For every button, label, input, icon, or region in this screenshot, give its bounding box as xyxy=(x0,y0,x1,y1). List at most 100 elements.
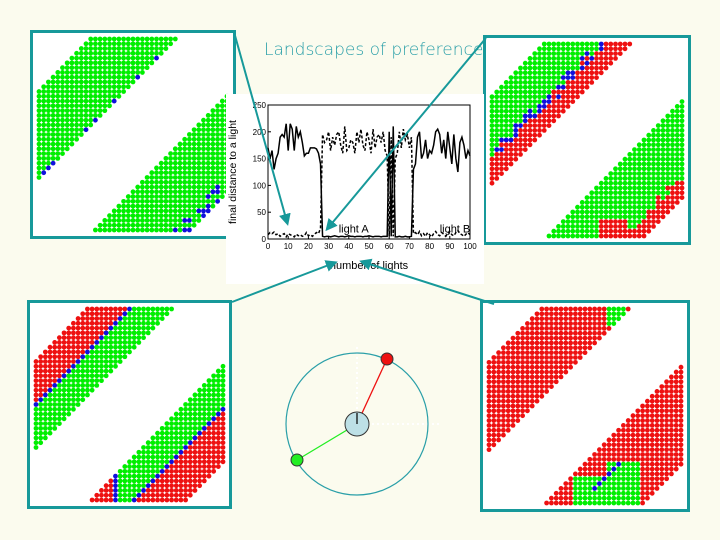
landscape-dot xyxy=(553,335,559,341)
landscape-dot xyxy=(537,123,542,128)
landscape-dot xyxy=(501,393,506,399)
landscape-dot xyxy=(93,84,98,90)
landscape-dot xyxy=(673,447,679,453)
landscape-dot xyxy=(192,425,198,431)
landscape-dot xyxy=(613,185,618,191)
landscape-dot xyxy=(178,454,184,460)
landscape-dot xyxy=(560,46,566,52)
landscape-dot xyxy=(608,200,614,205)
landscape-dot xyxy=(486,403,492,409)
landscape-dot xyxy=(187,397,193,403)
landscape-dot xyxy=(655,128,661,133)
landscape-dot xyxy=(565,46,571,52)
landscape-dot xyxy=(589,75,595,80)
landscape-dot xyxy=(630,447,636,453)
landscape-dot xyxy=(168,179,174,185)
landscape-dot xyxy=(71,330,76,336)
landscape-dot xyxy=(518,108,523,114)
landscape-dot xyxy=(83,89,89,94)
landscape-dot xyxy=(570,46,576,52)
landscape-dot xyxy=(197,478,203,484)
landscape-dot xyxy=(158,50,164,56)
landscape-dot xyxy=(627,219,633,225)
landscape-dot xyxy=(489,166,495,172)
landscape-dot xyxy=(673,384,679,389)
landscape-dot xyxy=(52,406,58,412)
landscape-dot xyxy=(94,368,100,374)
landscape-dot xyxy=(75,397,81,403)
landscape-dot xyxy=(42,349,48,355)
landscape-dot xyxy=(55,136,61,142)
landscape-dot xyxy=(163,227,169,233)
landscape-dot xyxy=(560,108,566,114)
landscape-dot xyxy=(589,41,595,47)
landscape-dot xyxy=(678,398,684,404)
landscape-dot xyxy=(201,122,206,128)
landscape-dot xyxy=(537,89,542,95)
landscape-dot xyxy=(66,383,72,388)
landscape-dot xyxy=(192,468,198,474)
landscape-dot xyxy=(486,374,492,380)
landscape-dot xyxy=(673,432,679,438)
landscape-dot xyxy=(102,60,108,66)
landscape-dot xyxy=(178,421,184,426)
landscape-dot xyxy=(616,486,621,491)
landscape-dot xyxy=(520,379,525,385)
landscape-dot xyxy=(38,392,44,398)
landscape-dot xyxy=(529,393,535,399)
landscape-dot xyxy=(154,194,159,199)
landscape-dot xyxy=(78,46,84,51)
landscape-dot xyxy=(664,442,669,448)
landscape-dot xyxy=(215,136,221,142)
landscape-dot xyxy=(205,146,211,152)
landscape-dot xyxy=(546,108,552,114)
landscape-dot xyxy=(85,320,90,326)
landscape-dot xyxy=(97,113,103,118)
landscape-dot xyxy=(220,397,226,403)
landscape-dot xyxy=(494,137,500,143)
landscape-dot xyxy=(510,364,516,370)
landscape-dot xyxy=(116,79,122,85)
landscape-dot xyxy=(515,389,521,394)
landscape-dot xyxy=(645,486,650,491)
landscape-dot xyxy=(499,89,504,95)
landscape-dot xyxy=(33,435,39,441)
landscape-dot xyxy=(187,160,192,166)
landscape-dot xyxy=(494,161,500,167)
landscape-dot xyxy=(78,122,84,128)
landscape-dot xyxy=(116,65,122,71)
landscape-dot xyxy=(501,350,506,356)
landscape-dot xyxy=(33,411,39,417)
landscape-dot xyxy=(33,425,39,431)
landscape-dot xyxy=(47,421,53,426)
landscape-dot xyxy=(36,122,42,128)
landscape-dot xyxy=(508,132,514,138)
landscape-dot xyxy=(50,93,56,99)
landscape-dot xyxy=(670,128,675,133)
landscape-dot xyxy=(587,345,593,351)
landscape-dot xyxy=(525,374,530,380)
landscape-dot xyxy=(659,423,665,428)
landscape-dot xyxy=(660,214,666,220)
landscape-dot xyxy=(558,345,564,351)
landscape-dot xyxy=(520,408,525,414)
landscape-dot xyxy=(46,108,51,114)
landscape-dot xyxy=(563,321,569,326)
landscape-dot xyxy=(627,176,633,181)
landscape-dot xyxy=(192,392,198,398)
landscape-dot xyxy=(172,36,178,42)
landscape-dot xyxy=(496,359,501,365)
landscape-dot xyxy=(47,397,53,403)
landscape-dot xyxy=(177,222,183,228)
landscape-dot xyxy=(630,418,636,423)
landscape-dot xyxy=(630,461,636,467)
landscape-dot xyxy=(196,165,202,171)
landscape-dot xyxy=(52,392,58,398)
landscape-dot xyxy=(613,228,618,234)
y-tick-label: 250 xyxy=(253,101,267,110)
landscape-dot xyxy=(603,228,609,234)
landscape-dot xyxy=(206,397,212,403)
landscape-dot xyxy=(145,464,151,469)
landscape-dot xyxy=(93,108,98,114)
landscape-dot xyxy=(192,464,198,469)
